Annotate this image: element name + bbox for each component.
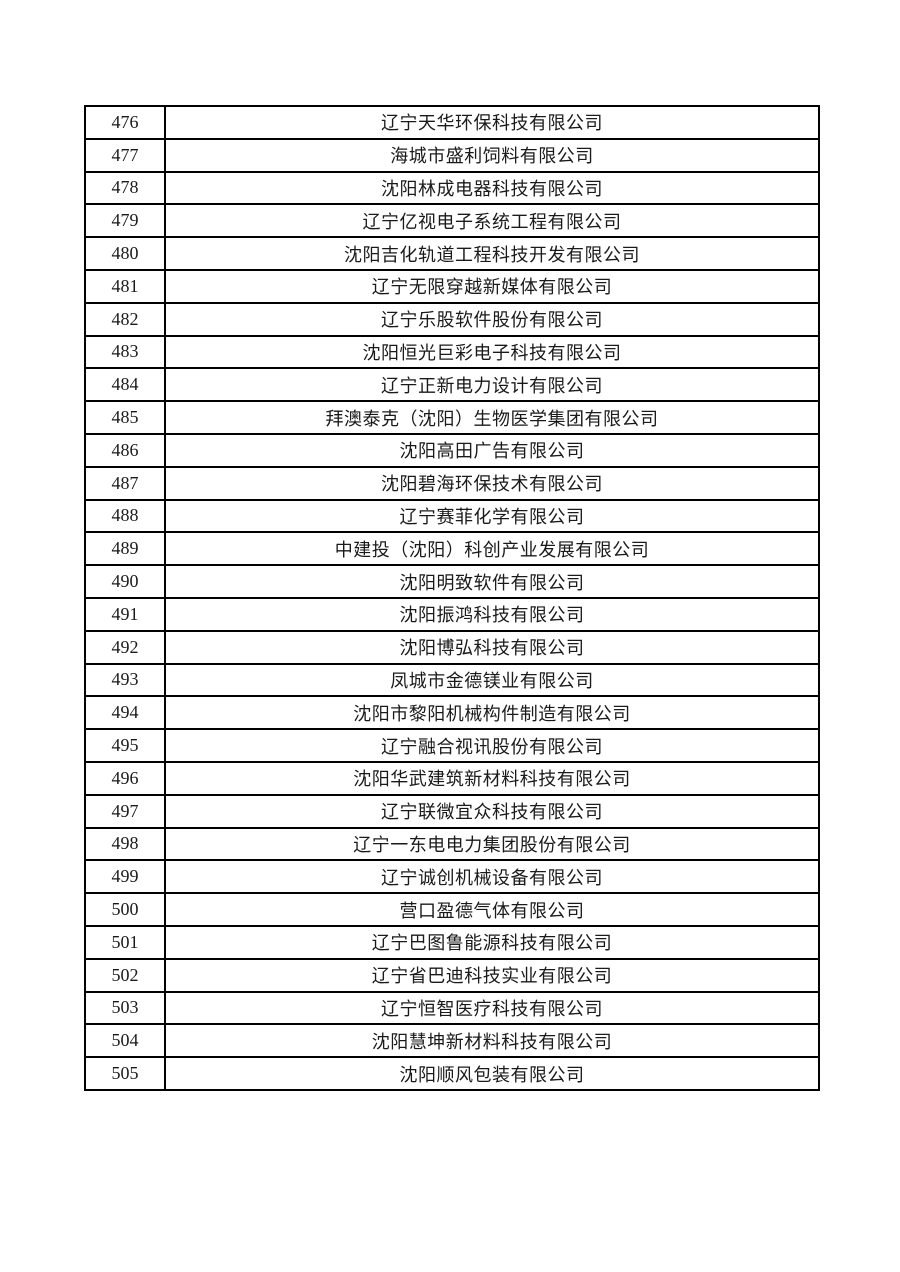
company-name-cell: 沈阳华武建筑新材料科技有限公司 <box>164 760 820 796</box>
row-number-cell: 502 <box>84 957 166 993</box>
company-name-cell: 辽宁乐股软件股份有限公司 <box>164 301 820 337</box>
row-number-cell: 486 <box>84 432 166 468</box>
company-name-cell: 沈阳慧坤新材料科技有限公司 <box>164 1023 820 1059</box>
table-row: 504 沈阳慧坤新材料科技有限公司 <box>84 1023 820 1059</box>
table-row: 481 辽宁无限穿越新媒体有限公司 <box>84 268 820 304</box>
row-number-cell: 501 <box>84 924 166 960</box>
row-number-cell: 480 <box>84 236 166 271</box>
company-name-cell: 沈阳明致软件有限公司 <box>164 564 820 599</box>
company-name-cell: 辽宁赛菲化学有限公司 <box>164 498 820 534</box>
table-row: 492 沈阳博弘科技有限公司 <box>84 629 820 665</box>
row-number-cell: 498 <box>84 826 166 862</box>
row-number-cell: 482 <box>84 301 166 337</box>
company-name-cell: 沈阳振鸿科技有限公司 <box>164 596 820 632</box>
company-name-cell: 辽宁诚创机械设备有限公司 <box>164 859 820 895</box>
table-row: 483 沈阳恒光巨彩电子科技有限公司 <box>84 334 820 370</box>
company-name-cell: 辽宁联微宜众科技有限公司 <box>164 793 820 829</box>
row-number-cell: 477 <box>84 137 166 173</box>
table-row: 482 辽宁乐股软件股份有限公司 <box>84 301 820 337</box>
row-number-cell: 505 <box>84 1056 166 1091</box>
table-row: 484 辽宁正新电力设计有限公司 <box>84 367 820 403</box>
row-number-cell: 483 <box>84 334 166 370</box>
row-number-cell: 491 <box>84 596 166 632</box>
table-row: 502 辽宁省巴迪科技实业有限公司 <box>84 957 820 993</box>
company-name-cell: 沈阳博弘科技有限公司 <box>164 629 820 665</box>
row-number-cell: 494 <box>84 695 166 731</box>
table-row: 490 沈阳明致软件有限公司 <box>84 564 820 599</box>
company-name-cell: 辽宁正新电力设计有限公司 <box>164 367 820 403</box>
table-row: 486 沈阳高田广告有限公司 <box>84 432 820 468</box>
company-name-cell: 沈阳碧海环保技术有限公司 <box>164 465 820 501</box>
company-name-cell: 海城市盛利饲料有限公司 <box>164 137 820 173</box>
company-name-cell: 辽宁亿视电子系统工程有限公司 <box>164 203 820 239</box>
row-number-cell: 481 <box>84 268 166 304</box>
company-name-cell: 拜澳泰克（沈阳）生物医学集团有限公司 <box>164 400 820 435</box>
table-row: 505 沈阳顺风包装有限公司 <box>84 1056 820 1091</box>
row-number-cell: 496 <box>84 760 166 796</box>
table-row: 489 中建投（沈阳）科创产业发展有限公司 <box>84 531 820 567</box>
row-number-cell: 488 <box>84 498 166 534</box>
company-name-cell: 辽宁恒智医疗科技有限公司 <box>164 990 820 1026</box>
table-row: 478 沈阳林成电器科技有限公司 <box>84 170 820 206</box>
row-number-cell: 484 <box>84 367 166 403</box>
table-row: 488 辽宁赛菲化学有限公司 <box>84 498 820 534</box>
company-name-cell: 中建投（沈阳）科创产业发展有限公司 <box>164 531 820 567</box>
table-row: 487 沈阳碧海环保技术有限公司 <box>84 465 820 501</box>
row-number-cell: 504 <box>84 1023 166 1059</box>
table-row: 503 辽宁恒智医疗科技有限公司 <box>84 990 820 1026</box>
company-table-body: 476 辽宁天华环保科技有限公司 477 海城市盛利饲料有限公司 478 沈阳林… <box>84 105 820 1091</box>
row-number-cell: 489 <box>84 531 166 567</box>
table-row: 479 辽宁亿视电子系统工程有限公司 <box>84 203 820 239</box>
company-table: 476 辽宁天华环保科技有限公司 477 海城市盛利饲料有限公司 478 沈阳林… <box>84 105 820 1091</box>
table-row: 480 沈阳吉化轨道工程科技开发有限公司 <box>84 236 820 271</box>
row-number-cell: 503 <box>84 990 166 1026</box>
company-name-cell: 沈阳恒光巨彩电子科技有限公司 <box>164 334 820 370</box>
row-number-cell: 500 <box>84 892 166 927</box>
company-name-cell: 辽宁天华环保科技有限公司 <box>164 105 820 140</box>
company-name-cell: 辽宁省巴迪科技实业有限公司 <box>164 957 820 993</box>
row-number-cell: 495 <box>84 728 166 763</box>
table-row: 500 营口盈德气体有限公司 <box>84 892 820 927</box>
company-name-cell: 沈阳高田广告有限公司 <box>164 432 820 468</box>
table-row: 485 拜澳泰克（沈阳）生物医学集团有限公司 <box>84 400 820 435</box>
row-number-cell: 493 <box>84 662 166 698</box>
company-name-cell: 营口盈德气体有限公司 <box>164 892 820 927</box>
row-number-cell: 479 <box>84 203 166 239</box>
row-number-cell: 478 <box>84 170 166 206</box>
row-number-cell: 499 <box>84 859 166 895</box>
company-name-cell: 辽宁无限穿越新媒体有限公司 <box>164 268 820 304</box>
company-name-cell: 凤城市金德镁业有限公司 <box>164 662 820 698</box>
row-number-cell: 485 <box>84 400 166 435</box>
table-row: 491 沈阳振鸿科技有限公司 <box>84 596 820 632</box>
table-row: 494 沈阳市黎阳机械构件制造有限公司 <box>84 695 820 731</box>
company-name-cell: 沈阳市黎阳机械构件制造有限公司 <box>164 695 820 731</box>
table-row: 501 辽宁巴图鲁能源科技有限公司 <box>84 924 820 960</box>
row-number-cell: 492 <box>84 629 166 665</box>
table-row: 499 辽宁诚创机械设备有限公司 <box>84 859 820 895</box>
company-name-cell: 沈阳顺风包装有限公司 <box>164 1056 820 1091</box>
table-row: 493 凤城市金德镁业有限公司 <box>84 662 820 698</box>
company-name-cell: 辽宁融合视讯股份有限公司 <box>164 728 820 763</box>
company-name-cell: 沈阳林成电器科技有限公司 <box>164 170 820 206</box>
company-name-cell: 辽宁一东电电力集团股份有限公司 <box>164 826 820 862</box>
table-row: 495 辽宁融合视讯股份有限公司 <box>84 728 820 763</box>
table-row: 476 辽宁天华环保科技有限公司 <box>84 105 820 140</box>
table-row: 497 辽宁联微宜众科技有限公司 <box>84 793 820 829</box>
row-number-cell: 497 <box>84 793 166 829</box>
row-number-cell: 487 <box>84 465 166 501</box>
row-number-cell: 476 <box>84 105 166 140</box>
table-row: 477 海城市盛利饲料有限公司 <box>84 137 820 173</box>
table-row: 496 沈阳华武建筑新材料科技有限公司 <box>84 760 820 796</box>
company-name-cell: 辽宁巴图鲁能源科技有限公司 <box>164 924 820 960</box>
company-name-cell: 沈阳吉化轨道工程科技开发有限公司 <box>164 236 820 271</box>
row-number-cell: 490 <box>84 564 166 599</box>
table-row: 498 辽宁一东电电力集团股份有限公司 <box>84 826 820 862</box>
